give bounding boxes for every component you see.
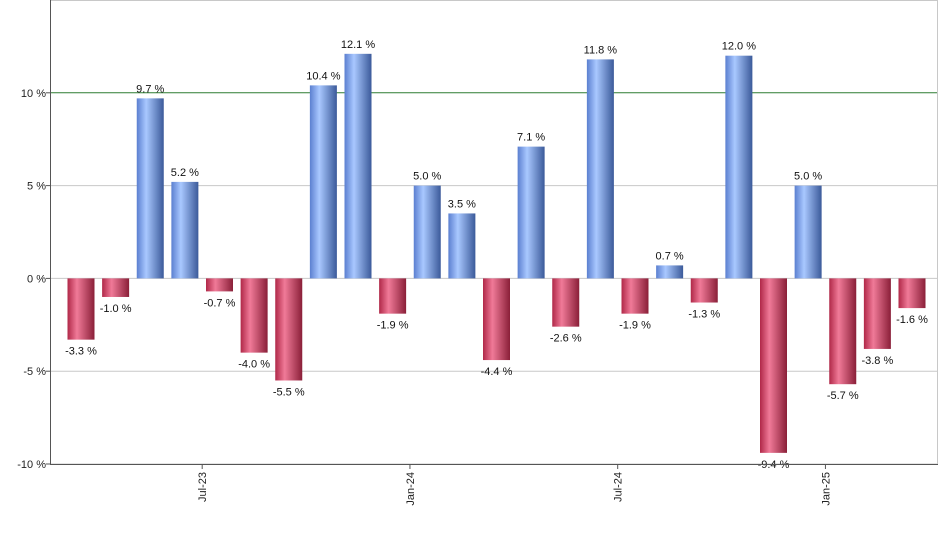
bar-value-label: -2.6 % — [550, 333, 582, 345]
bar-negative — [863, 278, 891, 349]
bar-negative — [67, 278, 95, 340]
x-tick-label: Jul-23 — [197, 472, 209, 502]
bar-value-label: -3.8 % — [861, 355, 893, 367]
bar-positive — [171, 181, 199, 279]
bar-value-label: 5.2 % — [171, 167, 199, 179]
bar-value-label: 11.8 % — [584, 44, 618, 56]
bar-negative — [760, 278, 787, 453]
y-tick-label: -10 % — [17, 459, 46, 471]
bar-negative — [379, 278, 407, 314]
bar-value-label: 12.1 % — [341, 39, 375, 51]
bar-negative — [275, 278, 303, 381]
bar-negative — [690, 278, 718, 303]
bar-positive — [656, 265, 684, 279]
bar-value-label: -0.7 % — [204, 297, 236, 309]
bar-positive — [309, 85, 337, 279]
bar-value-label: 12.0 % — [722, 41, 756, 53]
bar-value-label: -4.0 % — [238, 359, 270, 371]
bar-value-label: 7.1 % — [517, 132, 545, 144]
axes: 10 % 5 % 0 % -5 % -10 % Jul-23 Jan-24 Jul-24 Jan… — [17, 0, 938, 506]
bar-positive — [136, 98, 164, 279]
bar-value-label: 3.5 % — [448, 198, 476, 210]
bar-value-label: -5.5 % — [273, 386, 305, 398]
y-tick-label: 10 % — [21, 88, 46, 100]
bar-negative — [240, 278, 268, 353]
bar-value-label: 5.0 % — [413, 171, 441, 183]
bar-value-label: -1.3 % — [688, 309, 720, 321]
bar-positive — [517, 146, 545, 279]
bar-negative — [898, 278, 926, 309]
bar-value-label: -1.0 % — [100, 303, 132, 315]
bar-value-label: -1.9 % — [619, 320, 651, 332]
x-tick-label: Jan-24 — [405, 472, 417, 506]
bar-negative — [829, 278, 857, 385]
data-labels: -3.3 % -1.0 % 9.7 % 5.2 % -0.7 % -4.0 % -5.5 %… — [65, 39, 928, 471]
bar-positive — [725, 55, 753, 279]
y-tick-label: 5 % — [27, 181, 46, 193]
y-tick-label: 0 % — [27, 273, 46, 285]
bar-value-label: 5.0 % — [794, 171, 822, 183]
bar-negative — [102, 278, 130, 297]
bars — [67, 53, 926, 453]
bar-negative — [552, 278, 580, 327]
bar-negative — [206, 278, 233, 292]
bar-value-label: 10.4 % — [306, 70, 340, 82]
bar-positive — [413, 185, 441, 279]
bar-value-label: -5.7 % — [827, 390, 859, 402]
bar-value-label: -3.3 % — [65, 346, 97, 358]
bar-value-label: 9.7 % — [136, 83, 164, 95]
bar-positive — [344, 53, 372, 279]
y-tick-label: -5 % — [23, 366, 46, 378]
bar-value-label: -4.4 % — [481, 366, 513, 378]
bar-positive — [586, 59, 614, 279]
bar-positive — [448, 213, 476, 279]
x-tick-label: Jul-24 — [613, 472, 625, 502]
bar-value-label: 0.7 % — [656, 250, 684, 262]
bar-negative — [621, 278, 649, 314]
bar-value-label: -1.6 % — [896, 314, 928, 326]
bar-negative — [483, 278, 510, 361]
bar-positive — [794, 185, 822, 279]
x-tick-label: Jan-25 — [820, 472, 832, 506]
bar-value-label: -1.9 % — [377, 320, 409, 332]
